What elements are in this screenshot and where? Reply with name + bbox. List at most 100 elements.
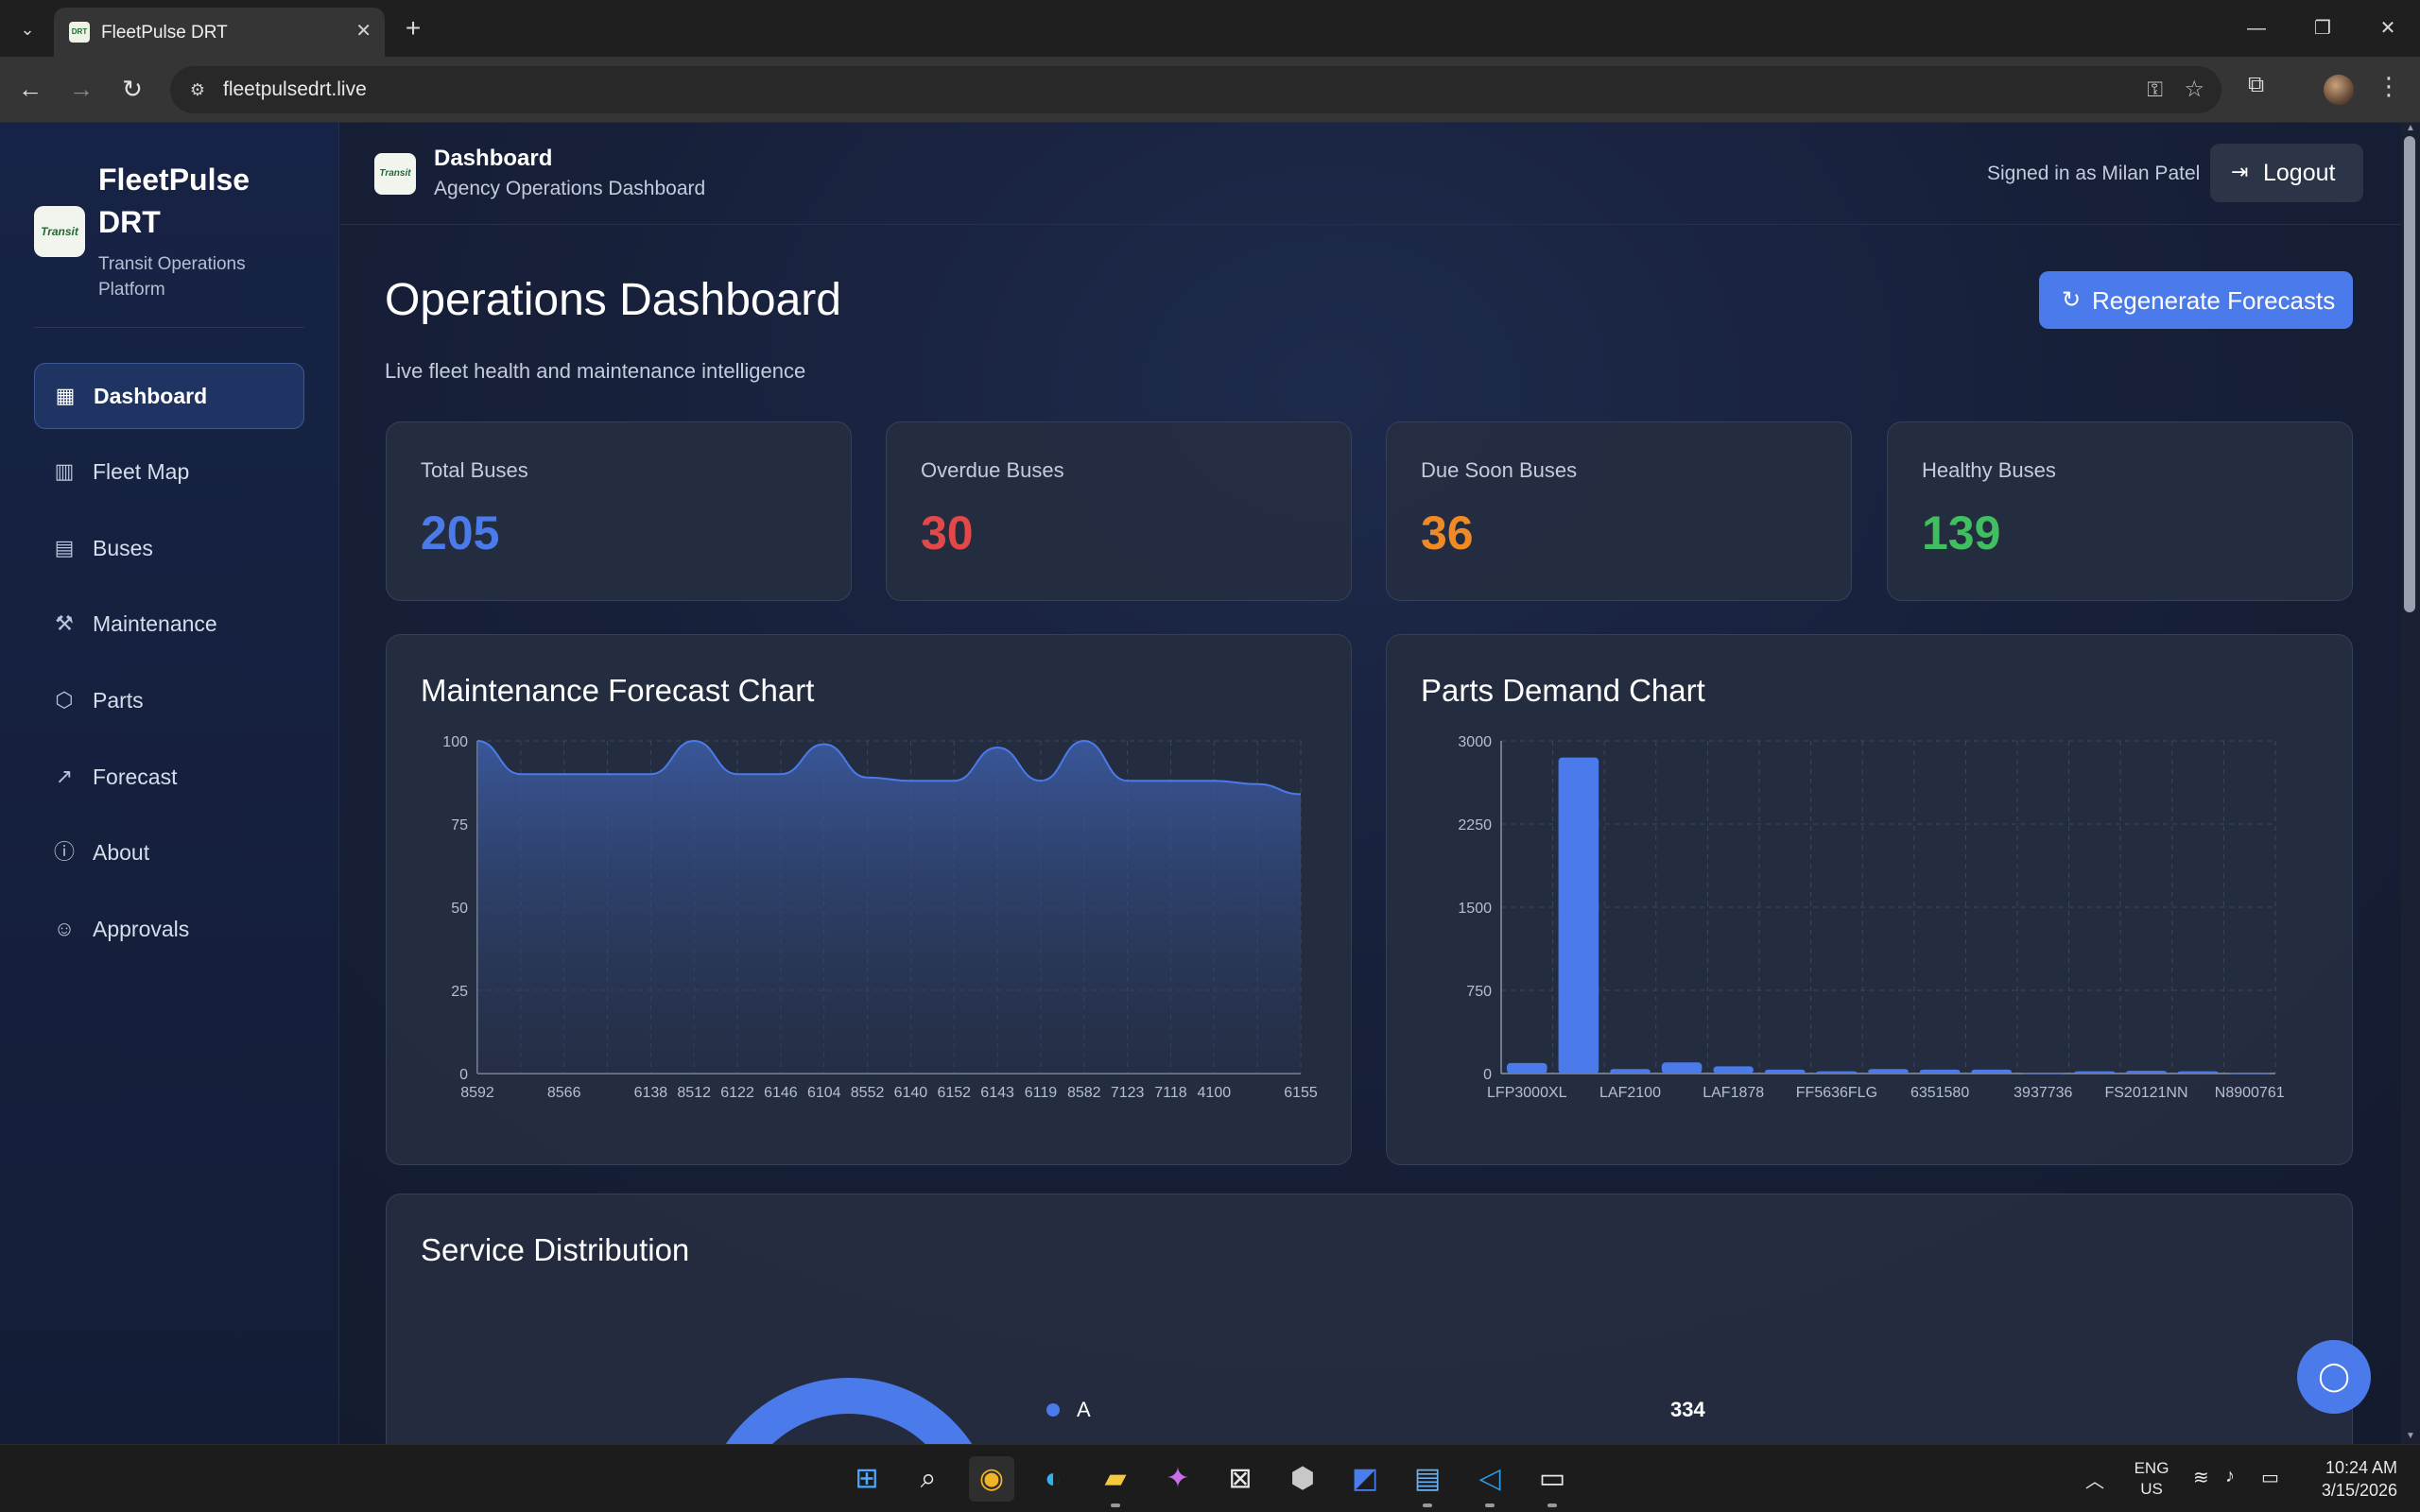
start-icon[interactable]: ⊞ [844,1456,890,1502]
brand-title: FleetPulse DRT [98,159,287,244]
info-icon: ⓘ [51,839,78,866]
top-bar: Transit Dashboard Agency Operations Dash… [340,123,2401,225]
chat-button[interactable]: ◯ [2297,1340,2371,1414]
new-tab-plus-icon[interactable]: + [397,13,429,45]
sidebar-item-fleet-map[interactable]: ▥ Fleet Map [34,439,304,506]
tray-overflow-chevron-icon[interactable]: ︿ [2085,1466,2104,1493]
stat-value: 36 [1421,506,1474,560]
extensions-puzzle-icon[interactable]: ⧉ [2248,72,2264,98]
regenerate-forecasts-label: Regenerate Forecasts [2092,286,2335,316]
window-restore-icon[interactable]: ❐ [2304,13,2342,43]
browser-menu-icon[interactable]: ⋮ [2377,72,2401,101]
azure-icon[interactable]: ◩ [1342,1456,1388,1502]
sidebar-item-label: Dashboard [94,384,207,409]
url-text[interactable]: fleetpulsedrt.live [223,78,367,101]
scroll-down-arrow-icon[interactable]: ▼ [2403,1431,2418,1444]
x-tick-label: LFP3000XL [1487,1085,1567,1101]
y-tick-label: 25 [451,984,468,1000]
site-info-icon[interactable]: ⚙ [185,77,210,102]
stat-label: Due Soon Buses [1421,458,1577,483]
parts-bar [2229,1073,2270,1074]
stat-value: 205 [421,506,499,560]
logout-label: Logout [2263,160,2335,187]
bookmark-star-icon[interactable]: ☆ [2184,76,2204,103]
sidebar-item-label: Buses [93,536,153,561]
tab-close-icon[interactable]: ✕ [355,19,372,43]
x-tick-label: 6155 [1284,1085,1318,1101]
stat-label: Healthy Buses [1922,458,2056,483]
battery-icon[interactable]: ▭ [2261,1466,2279,1489]
sidebar-item-maintenance[interactable]: ⚒ Maintenance [34,592,304,658]
chrome-icon[interactable]: ◉ [969,1456,1014,1502]
volume-icon[interactable]: ♪ [2225,1466,2235,1487]
parts-bar [1868,1069,1909,1074]
y-tick-label: 0 [459,1067,468,1083]
browser-tab[interactable]: DRT FleetPulse DRT ✕ [54,8,385,57]
topbar-subtitle: Agency Operations Dashboard [434,178,705,200]
scrollbar-thumb[interactable] [2404,136,2415,612]
sidebar-item-buses[interactable]: ▤ Buses [34,516,304,582]
file-explorer-icon[interactable]: ▰ [1093,1456,1138,1502]
regenerate-forecasts-button[interactable]: ↻ Regenerate Forecasts [2039,271,2353,329]
window-minimize-icon[interactable]: — [2238,13,2275,43]
y-tick-label: 2250 [1458,817,1492,833]
user-check-icon: ☺ [51,916,78,942]
reload-icon[interactable]: ↻ [115,72,149,106]
stat-card-due-soon-buses: Due Soon Buses 36 [1386,421,1852,601]
x-tick-label: 6104 [807,1085,841,1101]
x-tick-label: 6351580 [1910,1085,1969,1101]
agency-logo: Transit [374,153,416,195]
clock-date: 3/15/2026 [2307,1479,2397,1502]
sidebar-item-approvals[interactable]: ☺ Approvals [34,897,304,963]
forward-arrow-icon[interactable]: → [64,72,98,106]
x-tick-label: LAF1878 [1703,1085,1764,1101]
x-tick-label: 6140 [894,1085,928,1101]
y-tick-label: 0 [1483,1067,1492,1083]
profile-avatar[interactable] [2324,75,2354,105]
address-bar[interactable]: ⚙ fleetpulsedrt.live ⚿ ☆ [170,66,2221,113]
sidebar-item-forecast[interactable]: ↗ Forecast [34,745,304,811]
clock[interactable]: 10:24 AM 3/15/2026 [2307,1456,2397,1502]
x-tick-label: FF5636FLG [1796,1085,1877,1101]
edge-icon[interactable]: ◐ [1030,1456,1076,1502]
y-tick-label: 1500 [1458,901,1492,917]
parts-bar [2075,1072,2116,1074]
stat-label: Overdue Buses [921,458,1064,483]
sidebar-item-label: Forecast [93,765,177,790]
sidebar-item-dashboard[interactable]: ▦ Dashboard [34,363,304,429]
sidebar: Transit FleetPulse DRT Transit Operation… [0,123,339,1444]
tab-search-chevron-icon[interactable]: ⌄ [13,15,42,43]
copilot-icon[interactable]: ✦ [1155,1456,1201,1502]
tab-favicon-icon: DRT [69,22,90,43]
logout-button[interactable]: ⇥ Logout [2210,144,2363,202]
x-tick-label: N8900761 [2215,1085,2285,1101]
brand-subtitle: Transit Operations Platform [98,251,287,302]
password-key-icon[interactable]: ⚿ [2147,77,2163,102]
forecast-area-fill [477,741,1301,1074]
sidebar-item-about[interactable]: ⓘ About [34,820,304,886]
parts-bar [1610,1069,1651,1074]
parts-bar [1765,1070,1806,1074]
window-close-icon[interactable]: ✕ [2369,13,2407,43]
vscode-icon[interactable]: ◁ [1467,1456,1512,1502]
scroll-up-arrow-icon[interactable]: ▲ [2403,123,2418,136]
parts-demand-panel: Parts Demand Chart 0 750 1500 2250 3000 LFP30… [1386,634,2353,1165]
back-arrow-icon[interactable]: ← [13,72,47,106]
x-tick-label: 4100 [1198,1085,1232,1101]
notepad-icon[interactable]: ▤ [1405,1456,1450,1502]
search-icon[interactable]: ⌕ [906,1456,951,1502]
sidebar-item-parts[interactable]: ⬡ Parts [34,668,304,734]
stat-value: 139 [1922,506,2000,560]
service-distribution-chart [387,1194,2354,1444]
main-content: Transit Dashboard Agency Operations Dash… [340,123,2401,1444]
store-icon[interactable]: ⊠ [1218,1456,1263,1502]
input-language[interactable]: ENG US [2133,1458,2170,1500]
wifi-icon[interactable]: ≋ [2193,1466,2209,1489]
parts-demand-chart: 0 750 1500 2250 3000 LFP3000XL LAF2100 LAF1878 F… [1387,635,2354,1166]
x-tick-label: 6119 [1025,1085,1058,1101]
terminal-icon[interactable]: ▭ [1530,1456,1575,1502]
app-icon[interactable]: ⬢ [1280,1456,1325,1502]
refresh-icon: ↻ [2062,286,2081,314]
chat-bubble-icon: ◯ [2318,1361,2350,1392]
x-tick-label: 6143 [980,1085,1014,1101]
